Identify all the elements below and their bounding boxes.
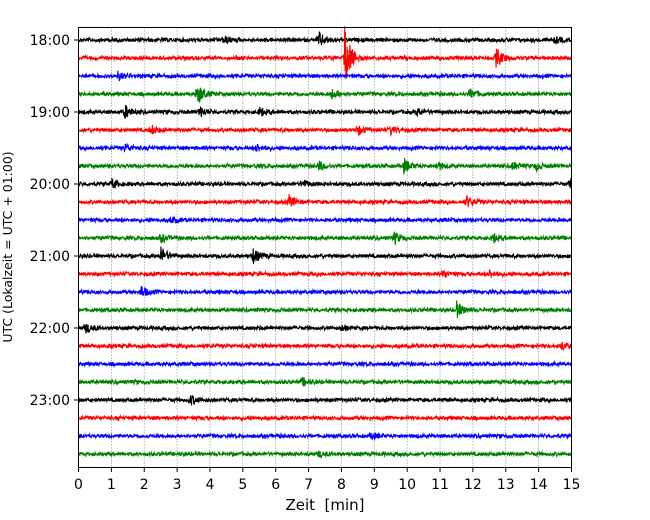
- trace-1930: [77, 142, 573, 153]
- trace-2115: [78, 269, 573, 279]
- y-tick-label: 18:00: [30, 33, 70, 49]
- y-axis-label: UTC (Lokalzeit = UTC + 01:00): [0, 151, 15, 342]
- x-tick-label: 13: [497, 477, 515, 493]
- trace-2330: [78, 431, 573, 441]
- trace-2045: [77, 231, 573, 246]
- x-tick-label: 8: [337, 477, 346, 493]
- trace-2000: [78, 177, 573, 190]
- x-tick-label: 7: [304, 477, 313, 493]
- trace-2345: [77, 449, 573, 459]
- y-tick-label: 19:00: [30, 105, 70, 121]
- y-tick-label: 21:00: [30, 249, 70, 265]
- y-axis: 18:00 19:00 20:00 21:00 22:00 23:00: [30, 33, 79, 409]
- trace-2030: [77, 215, 573, 225]
- x-tick-label: 15: [563, 477, 581, 493]
- x-tick-label: 2: [140, 477, 149, 493]
- trace-2145: [78, 300, 573, 318]
- x-axis-label: Zeit [min]: [285, 496, 364, 514]
- trace-2230: [78, 359, 572, 369]
- trace-1900: [78, 104, 572, 119]
- traces: [77, 26, 573, 459]
- trace-2200: [78, 323, 573, 334]
- trace-1800: [77, 31, 573, 46]
- x-tick-label: 10: [398, 477, 416, 493]
- x-tick-label: 11: [431, 477, 449, 493]
- x-axis: 0 1 2 3 4 5 6 7 8 9 10 11 12 13 14 15: [74, 467, 581, 493]
- trace-1815: [77, 26, 573, 79]
- trace-2315: [77, 414, 572, 423]
- trace-1830: [77, 70, 573, 82]
- x-tick-label: 12: [464, 477, 482, 493]
- x-tick-label: 5: [238, 477, 247, 493]
- trace-2245: [77, 376, 573, 387]
- x-tick-label: 14: [530, 477, 548, 493]
- y-tick-label: 20:00: [30, 177, 70, 193]
- x-tick-label: 9: [370, 477, 379, 493]
- gridlines: [111, 27, 539, 468]
- trace-2130: [77, 285, 573, 297]
- trace-2300: [78, 395, 572, 406]
- trace-1915: [77, 124, 573, 138]
- trace-1945: [77, 157, 573, 175]
- x-tick-label: 4: [206, 477, 215, 493]
- x-tick-label: 6: [271, 477, 280, 493]
- trace-1845: [78, 87, 573, 103]
- plot-frame: [78, 27, 572, 468]
- trace-2100: [78, 246, 573, 265]
- y-tick-label: 23:00: [30, 393, 70, 409]
- x-tick-label: 3: [173, 477, 182, 493]
- y-tick-label: 22:00: [30, 321, 70, 337]
- trace-2015: [77, 193, 572, 208]
- trace-2215: [78, 341, 572, 352]
- x-tick-label: 0: [74, 477, 83, 493]
- x-tick-label: 1: [107, 477, 116, 493]
